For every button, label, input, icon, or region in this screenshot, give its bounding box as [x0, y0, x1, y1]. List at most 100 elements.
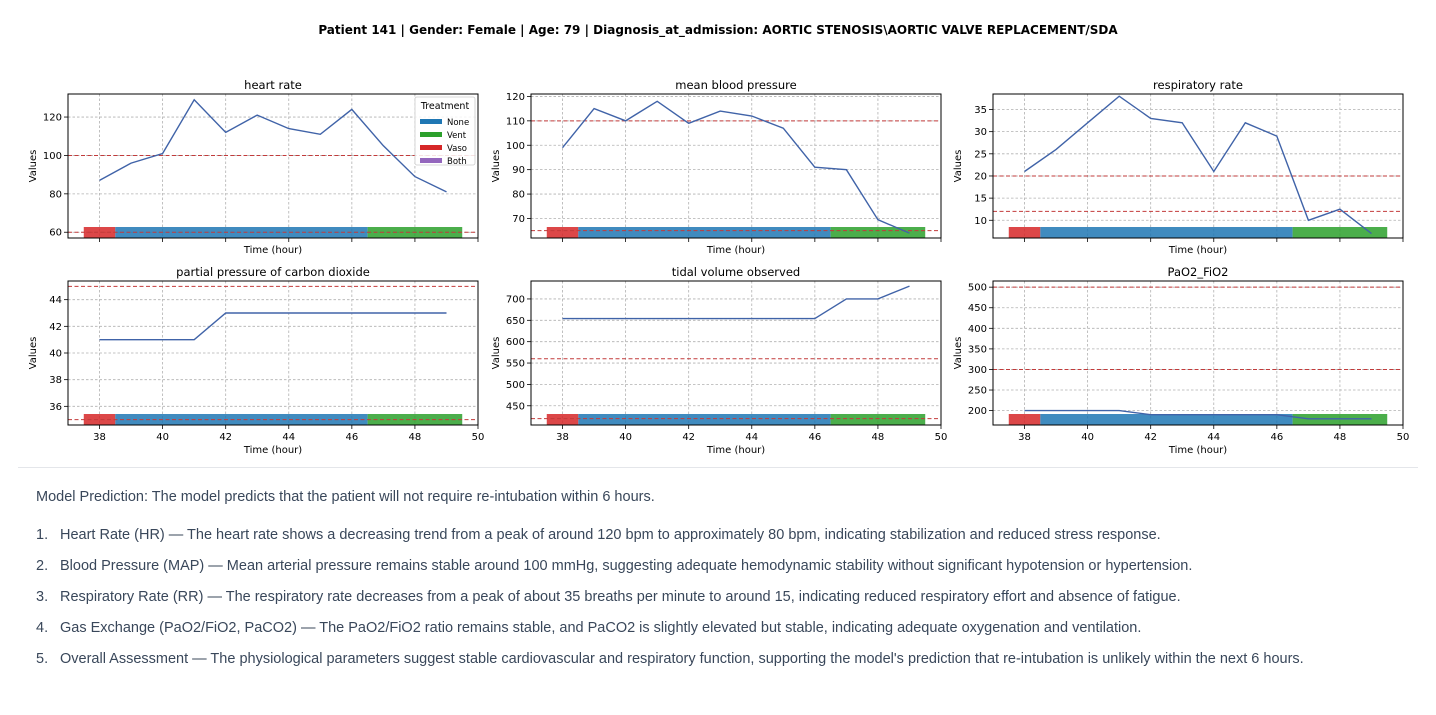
- data-point: [1087, 122, 1089, 124]
- data-point: [593, 318, 595, 320]
- chart-pao2-fio2: PaO2_FiO2 38 40 42 44 46 48 50 200 250 300 350 400 45…: [945, 259, 1409, 458]
- treatment-segment-none: [578, 414, 831, 425]
- data-point: [446, 312, 448, 314]
- x-tick-label: 48: [1334, 432, 1347, 443]
- y-axis-label: Values: [28, 150, 39, 183]
- treatment-segment-vent: [830, 227, 926, 238]
- finding-item: 5. Overall Assessment — The physiological…: [36, 651, 1304, 682]
- legend-swatch-none: [420, 119, 442, 124]
- chart-svg: heart rate 60 80 100 120 Time (hour) Values Tre…: [28, 78, 479, 256]
- data-point: [877, 219, 879, 221]
- y-axis-label: Values: [491, 150, 502, 183]
- data-point: [688, 318, 690, 320]
- chart-mean-blood-pressure: mean blood pressure 70 80 90 100 110 120 Time (…: [483, 72, 943, 271]
- data-point: [1371, 233, 1373, 235]
- data-point: [751, 115, 753, 117]
- y-axis-label: Values: [953, 150, 964, 183]
- treatment-segment-vaso: [546, 414, 579, 425]
- data-point: [719, 110, 721, 112]
- x-axis-label: Time (hour): [1168, 245, 1227, 256]
- data-point: [319, 133, 321, 135]
- y-tick-label: 400: [968, 324, 987, 335]
- treatment-segment-none: [1040, 227, 1293, 238]
- chart-title: partial pressure of carbon dioxide: [176, 265, 370, 279]
- chart-svg: mean blood pressure 70 80 90 100 110 120 Time (…: [491, 78, 942, 256]
- data-point: [414, 312, 416, 314]
- finding-item: 1. Heart Rate (HR) — The heart rate shows…: [36, 527, 1304, 558]
- y-tick-label: 90: [512, 165, 525, 176]
- finding-text: Overall Assessment — The physiological p…: [60, 651, 1304, 667]
- treatment-segment-vent: [830, 414, 926, 425]
- axes-frame: [530, 280, 942, 426]
- y-tick-label: 300: [968, 365, 987, 376]
- legend-title: Treatment: [420, 101, 470, 112]
- y-tick-label: 120: [506, 92, 525, 103]
- model-prediction: Model Prediction: The model predicts tha…: [36, 489, 655, 505]
- y-tick-label: 450: [968, 303, 987, 314]
- data-point: [256, 312, 258, 314]
- series-line: [1024, 409, 1372, 420]
- data-point: [351, 312, 353, 314]
- x-tick-label: 38: [556, 432, 569, 443]
- treatment-segment-vaso: [83, 227, 116, 238]
- findings-list: 1. Heart Rate (HR) — The heart rate shows…: [36, 527, 1304, 682]
- data-point: [319, 312, 321, 314]
- data-point: [656, 318, 658, 320]
- y-tick-label: 110: [506, 116, 525, 127]
- y-axis-label: Values: [953, 337, 964, 370]
- y-tick-label: 20: [974, 171, 987, 182]
- axes-frame: [992, 93, 1404, 239]
- y-tick-label: 500: [968, 283, 987, 294]
- treatment-segment-vaso: [1008, 227, 1041, 238]
- x-tick-label: 50: [1397, 432, 1410, 443]
- x-tick-label: 42: [1144, 432, 1157, 443]
- y-tick-label: 250: [968, 386, 987, 397]
- y-tick-label: 500: [506, 380, 525, 391]
- data-point: [1244, 122, 1246, 124]
- x-axis-label: Time (hour): [243, 245, 302, 256]
- data-point: [656, 100, 658, 102]
- axes-frame: [992, 280, 1404, 426]
- chart-heart-rate: heart rate 60 80 100 120 Time (hour) Values Tre…: [20, 72, 480, 271]
- y-axis-label: Values: [28, 337, 39, 370]
- finding-number: 4.: [36, 620, 49, 636]
- finding-number: 5.: [36, 651, 49, 667]
- y-axis-label: Values: [491, 337, 502, 370]
- legend-label: Both: [447, 157, 467, 167]
- data-point: [719, 318, 721, 320]
- data-point: [1371, 418, 1373, 420]
- treatment-segment-none: [1040, 414, 1293, 425]
- data-point: [225, 312, 227, 314]
- finding-text: Respiratory Rate (RR) — The respiratory …: [60, 589, 1181, 605]
- x-axis-label: Time (hour): [1168, 445, 1227, 456]
- y-tick-label: 350: [968, 344, 987, 355]
- y-tick-label: 38: [49, 375, 62, 386]
- x-tick-label: 46: [808, 432, 821, 443]
- legend-swatch-both: [420, 158, 442, 163]
- series-line: [1024, 95, 1372, 235]
- data-point: [446, 191, 448, 193]
- data-point: [909, 232, 911, 234]
- finding-text: Heart Rate (HR) — The heart rate shows a…: [60, 527, 1161, 543]
- y-tick-label: 35: [974, 105, 987, 116]
- finding-number: 3.: [36, 589, 49, 605]
- treatment-segment-none: [578, 227, 831, 238]
- x-axis-label: Time (hour): [706, 245, 765, 256]
- y-tick-label: 550: [506, 359, 525, 370]
- y-tick-label: 40: [49, 349, 62, 360]
- finding-text: Blood Pressure (MAP) — Mean arterial pre…: [60, 558, 1193, 574]
- x-axis-label: Time (hour): [706, 445, 765, 456]
- legend-swatch-vaso: [420, 145, 442, 150]
- data-point: [1276, 135, 1278, 137]
- treatment-segment-vent: [1292, 227, 1388, 238]
- y-tick-label: 42: [49, 322, 62, 333]
- y-tick-label: 200: [968, 406, 987, 417]
- chart-title: heart rate: [244, 78, 302, 92]
- data-point: [814, 166, 816, 168]
- data-point: [1024, 171, 1026, 173]
- data-point: [1118, 410, 1120, 412]
- y-tick-label: 100: [506, 141, 525, 152]
- axes-frame: [67, 93, 479, 239]
- y-tick-label: 70: [512, 214, 525, 225]
- data-point: [845, 169, 847, 171]
